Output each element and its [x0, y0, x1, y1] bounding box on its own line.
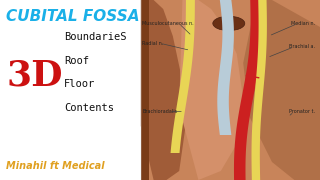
Polygon shape: [217, 0, 234, 135]
Text: Brachial a.: Brachial a.: [289, 44, 315, 49]
Bar: [141, 0, 320, 180]
Polygon shape: [179, 0, 243, 180]
Text: Median n.: Median n.: [291, 21, 315, 26]
Polygon shape: [171, 0, 195, 153]
Ellipse shape: [213, 16, 245, 31]
Polygon shape: [141, 0, 186, 180]
Text: Brachioradalis: Brachioradalis: [142, 109, 178, 114]
Text: Pronator t.: Pronator t.: [289, 109, 315, 114]
Text: Minahil ft Medical: Minahil ft Medical: [6, 161, 105, 171]
Text: CUBITAL FOSSA: CUBITAL FOSSA: [6, 9, 140, 24]
Text: Roof: Roof: [64, 56, 89, 66]
Polygon shape: [141, 0, 149, 180]
Text: Radial n.: Radial n.: [142, 41, 164, 46]
Polygon shape: [234, 0, 262, 180]
Text: 3D: 3D: [6, 59, 63, 93]
Text: BoundarieS: BoundarieS: [64, 32, 126, 42]
Text: Contents: Contents: [64, 103, 114, 113]
Polygon shape: [243, 0, 320, 180]
Text: Floor: Floor: [64, 79, 95, 89]
Polygon shape: [252, 0, 267, 180]
Text: Musculocutaneous n.: Musculocutaneous n.: [142, 21, 194, 26]
